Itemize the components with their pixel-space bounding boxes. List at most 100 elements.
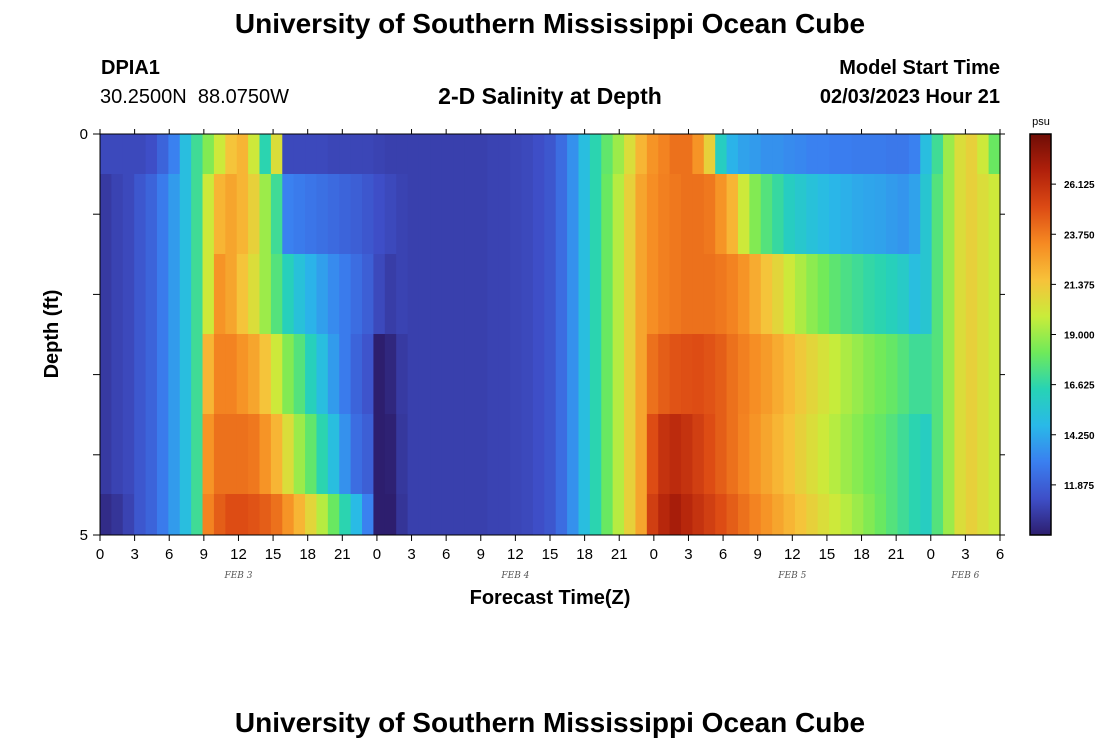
heatmap-cell [396,134,409,174]
heatmap-cell [749,494,762,535]
heatmap-cell [498,494,511,535]
heatmap-cell [772,494,785,535]
heatmap-cell [863,334,876,414]
heatmap-cell [282,414,295,494]
heatmap-cell [646,254,659,334]
heatmap-cell [270,254,283,334]
heatmap-cell [213,334,226,414]
x-tick-label: 12 [784,546,801,563]
heatmap-cell [897,254,910,334]
heatmap-cell [384,174,397,254]
heatmap-cell [703,134,716,174]
heatmap-cell [578,134,591,174]
heatmap-cell [737,174,750,254]
heatmap-cell [601,134,614,174]
heatmap-cell [339,494,352,535]
heatmap-cell [692,134,705,174]
x-tick-label: 0 [96,546,104,563]
heatmap-cell [555,254,568,334]
heatmap-cell [316,254,329,334]
heatmap-cell [601,254,614,334]
heatmap-cell [464,134,477,174]
y-axis: 05 [80,126,1005,544]
day-label: FEB 5 [777,571,806,581]
heatmap-cell [646,334,659,414]
x-tick-label: 3 [961,546,969,563]
heatmap-cell [510,174,523,254]
heatmap-cell [225,134,238,174]
heatmap-cell [111,174,124,254]
heatmap-cell [908,254,921,334]
heatmap-cell [532,494,545,535]
heatmap-cell [282,134,295,174]
heatmap-cell [430,134,443,174]
x-tick-label: 6 [442,546,450,563]
heatmap-cell [430,494,443,535]
heatmap-cell [362,134,375,174]
station-id: DPIA1 [101,57,160,79]
heatmap-cell [567,254,580,334]
heatmap-cell [658,134,671,174]
x-tick-label: 9 [200,546,208,563]
x-tick-label: 9 [477,546,485,563]
heatmap-cell [373,134,386,174]
heatmap-cell [430,174,443,254]
heatmap-cell [851,174,864,254]
heatmap-cell [612,414,625,494]
heatmap-cell [521,134,534,174]
heatmap-cell [931,174,944,254]
heatmap-cell [863,174,876,254]
heatmap-cell [840,134,853,174]
heatmap-cell [418,134,431,174]
heatmap-cell [749,174,762,254]
heatmap-cell [886,254,899,334]
heatmap-cell [760,174,773,254]
heatmap-cell [373,414,386,494]
heatmap-cell [350,414,363,494]
heatmap-cell [418,414,431,494]
heatmap-cell [635,334,648,414]
heatmap-cell [453,334,466,414]
heatmap-cell [737,334,750,414]
heatmap-cell [532,134,545,174]
heatmap-cell [965,254,978,334]
y-axis-title: Depth (ft) [41,290,63,379]
heatmap-cell [430,334,443,414]
heatmap-cell [396,414,409,494]
heatmap-cell [658,494,671,535]
heatmap-cell [407,414,420,494]
heatmap-cell [464,334,477,414]
heatmap-cell [601,414,614,494]
heatmap-cell [624,134,637,174]
heatmap-cell [225,254,238,334]
heatmap-cell [179,494,192,535]
heatmap-cell [806,254,819,334]
heatmap-cell [874,134,887,174]
heatmap-cell [179,414,192,494]
heatmap-cell [213,254,226,334]
heatmap-cell [624,414,637,494]
heatmap-cell [350,254,363,334]
x-tick-label: 6 [719,546,727,563]
heatmap-cell [806,494,819,535]
x-tick-label: 0 [373,546,381,563]
heatmap-cell [407,134,420,174]
heatmap-cell [487,494,500,535]
heatmap-cell [202,334,215,414]
heatmap-cell [954,494,967,535]
heatmap-cell [920,134,933,174]
heatmap-cell [544,134,557,174]
heatmap-cell [453,134,466,174]
heatmap-cell [498,134,511,174]
heatmap-cell [886,334,899,414]
heatmap-cell [396,334,409,414]
heatmap-cell [441,414,454,494]
heatmap-cell [703,254,716,334]
heatmap-cell [851,334,864,414]
heatmap-cell [521,334,534,414]
heatmap-cell [681,174,693,254]
heatmap-cell [897,134,910,174]
heatmap-cell [874,254,887,334]
heatmap-cell [578,254,591,334]
heatmap-cell [396,254,409,334]
